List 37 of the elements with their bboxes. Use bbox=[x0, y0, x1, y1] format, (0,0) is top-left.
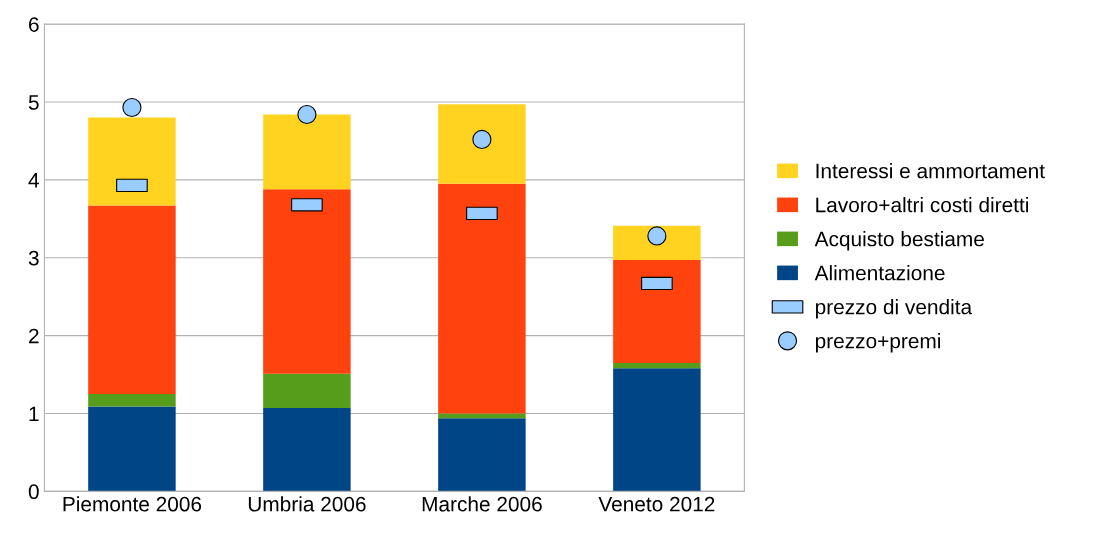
x-tick-label: Umbria 2006 bbox=[248, 496, 366, 512]
bar bbox=[438, 104, 526, 184]
bar bbox=[88, 406, 176, 492]
y-tick-label: 2 bbox=[29, 328, 39, 344]
bar bbox=[263, 114, 351, 190]
bar bbox=[613, 225, 701, 261]
bar bbox=[263, 373, 351, 409]
x-tick-label: Piemonte 2006 bbox=[63, 496, 202, 512]
bar bbox=[438, 418, 526, 492]
bar bbox=[438, 183, 526, 414]
bar bbox=[88, 117, 176, 206]
point bbox=[472, 129, 492, 149]
bar bbox=[613, 260, 701, 363]
y-tick-label: 1 bbox=[29, 406, 39, 422]
legend-label: prezzo di vendita bbox=[815, 299, 973, 319]
y-tick-label: 3 bbox=[28, 250, 39, 266]
bar bbox=[263, 189, 351, 374]
y-tick-label: 5 bbox=[28, 95, 39, 110]
y-tick-label: 0 bbox=[28, 484, 39, 500]
bar bbox=[88, 394, 176, 407]
x-tick-label: Veneto 2012 bbox=[598, 496, 715, 512]
legend-label: Interessi e ammortament bbox=[816, 163, 1045, 179]
bar bbox=[88, 205, 176, 395]
legend-label: Alimentazione bbox=[814, 265, 945, 281]
point bbox=[647, 226, 667, 246]
y-tick-label: 6 bbox=[29, 17, 39, 32]
y-tick-label: 4 bbox=[28, 173, 39, 188]
bar bbox=[263, 408, 351, 492]
legend-label: prezzo+premi bbox=[815, 333, 941, 353]
bar bbox=[438, 413, 526, 419]
bar bbox=[613, 368, 701, 492]
x-tick-label: Marche 2006 bbox=[422, 496, 542, 512]
legend-label: Acquisto bestiame bbox=[814, 231, 984, 251]
point bbox=[297, 104, 317, 125]
point bbox=[122, 97, 142, 118]
legend-label: Lavoro+altri costi diretti bbox=[816, 197, 1029, 213]
bar bbox=[613, 362, 701, 369]
